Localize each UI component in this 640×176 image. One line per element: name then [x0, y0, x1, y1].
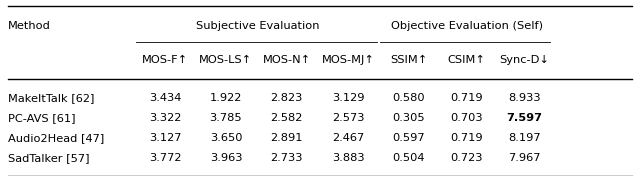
- Text: MOS-MJ↑: MOS-MJ↑: [322, 55, 374, 65]
- Text: Subjective Evaluation: Subjective Evaluation: [196, 21, 319, 30]
- Text: 7.597: 7.597: [506, 113, 542, 123]
- Text: 0.504: 0.504: [393, 153, 425, 163]
- Text: 8.933: 8.933: [508, 93, 540, 103]
- Text: 3.650: 3.650: [210, 133, 242, 143]
- Text: MOS-F↑: MOS-F↑: [142, 55, 188, 65]
- Text: 3.322: 3.322: [149, 113, 181, 123]
- Text: 3.785: 3.785: [210, 113, 242, 123]
- Text: Method: Method: [8, 21, 51, 30]
- Text: 0.723: 0.723: [451, 153, 483, 163]
- Text: 0.703: 0.703: [451, 113, 483, 123]
- Text: 2.467: 2.467: [332, 133, 364, 143]
- Text: MOS-LS↑: MOS-LS↑: [199, 55, 253, 65]
- Text: 0.305: 0.305: [393, 113, 425, 123]
- Text: 3.129: 3.129: [332, 93, 364, 103]
- Text: 3.883: 3.883: [332, 153, 364, 163]
- Text: 0.719: 0.719: [451, 133, 483, 143]
- Text: SSIM↑: SSIM↑: [390, 55, 428, 65]
- Text: SadTalker [57]: SadTalker [57]: [8, 153, 89, 163]
- Text: 3.963: 3.963: [210, 153, 242, 163]
- Text: 2.733: 2.733: [271, 153, 303, 163]
- Text: Objective Evaluation (Self): Objective Evaluation (Self): [390, 21, 543, 30]
- Text: 0.719: 0.719: [451, 93, 483, 103]
- Text: MakeItTalk [62]: MakeItTalk [62]: [8, 93, 94, 103]
- Text: 1.922: 1.922: [210, 93, 242, 103]
- Text: 2.891: 2.891: [271, 133, 303, 143]
- Text: 2.582: 2.582: [271, 113, 303, 123]
- Text: 8.197: 8.197: [508, 133, 540, 143]
- Text: Audio2Head [47]: Audio2Head [47]: [8, 133, 104, 143]
- Text: 2.573: 2.573: [332, 113, 364, 123]
- Text: 3.127: 3.127: [149, 133, 181, 143]
- Text: CSIM↑: CSIM↑: [447, 55, 486, 65]
- Text: MOS-N↑: MOS-N↑: [262, 55, 311, 65]
- Text: 0.580: 0.580: [393, 93, 425, 103]
- Text: Sync-D↓: Sync-D↓: [499, 55, 549, 65]
- Text: 2.823: 2.823: [271, 93, 303, 103]
- Text: PC-AVS [61]: PC-AVS [61]: [8, 113, 75, 123]
- Text: 0.597: 0.597: [393, 133, 425, 143]
- Text: 7.967: 7.967: [508, 153, 540, 163]
- Text: 3.434: 3.434: [149, 93, 181, 103]
- Text: 3.772: 3.772: [149, 153, 181, 163]
